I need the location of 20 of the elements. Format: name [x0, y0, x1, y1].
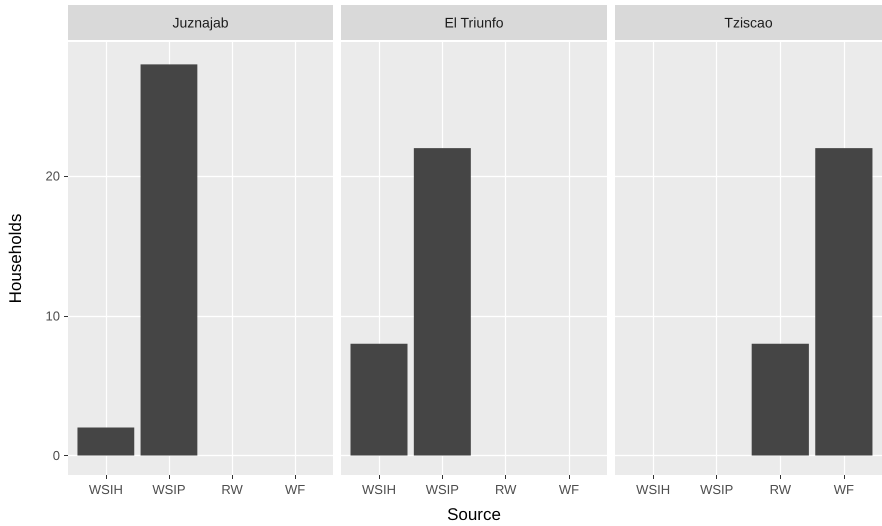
x-tick-label: RW — [221, 482, 244, 497]
chart-title: Tziscao — [724, 14, 773, 30]
x-tick-label: WSIH — [88, 482, 123, 497]
x-tick-label: WSIP — [700, 482, 734, 497]
x-tick-label: WSIP — [152, 482, 186, 497]
x-tick-label: WF — [285, 482, 306, 497]
x-tick-label: RW — [770, 482, 792, 497]
x-tick-label: WF — [834, 482, 854, 497]
x-tick-label: WSIH — [636, 482, 670, 497]
y-tick-label: 20 — [46, 168, 60, 184]
chart-title: El Triunfo — [444, 14, 504, 30]
x-tick-label: RW — [494, 482, 518, 497]
y-tick-label: 10 — [46, 308, 60, 324]
y-axis-title: Households — [6, 214, 25, 304]
x-tick-label: WSIP — [426, 482, 459, 497]
x-tick-label: WF — [558, 482, 580, 497]
chart-title: Juznajab — [172, 14, 229, 30]
y-tick-label: 0 — [52, 448, 60, 463]
x-tick-label: WSIH — [362, 482, 396, 497]
x-axis-title: Source — [447, 505, 501, 524]
